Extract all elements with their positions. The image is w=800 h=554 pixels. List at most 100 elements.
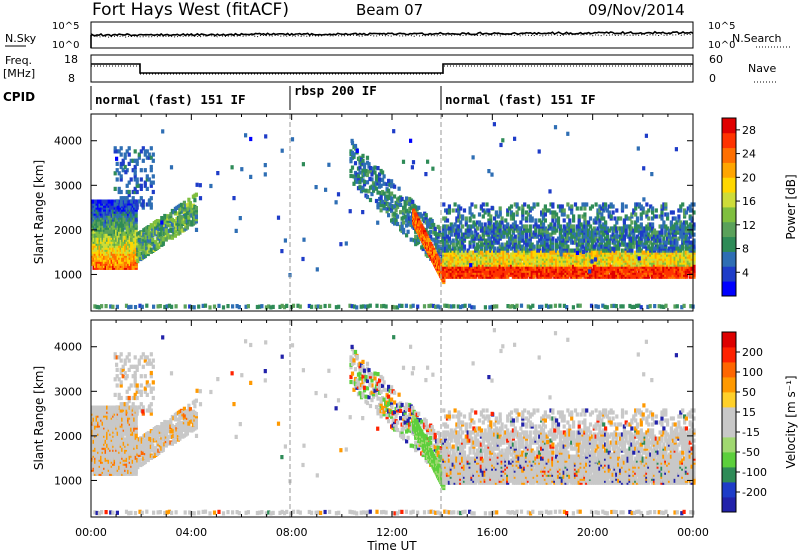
- power-cell: [547, 252, 551, 257]
- power-cell: [216, 171, 220, 176]
- power-cell: [671, 232, 675, 237]
- power-cell: [556, 224, 561, 229]
- power-cell: [637, 228, 641, 233]
- power-cell: [666, 226, 670, 231]
- power-cell: [524, 216, 529, 221]
- power-cell: [594, 250, 598, 255]
- power-cell: [447, 274, 451, 279]
- power-cell: [474, 222, 478, 227]
- power-cell: [692, 232, 696, 237]
- power-cell: [566, 236, 570, 241]
- power-cell: [97, 305, 101, 310]
- power-cell: [624, 242, 628, 247]
- power-cell: [573, 248, 578, 253]
- power-cell: [453, 270, 457, 275]
- power-cell: [494, 254, 498, 259]
- power-cell: [651, 206, 655, 211]
- power-cell: [470, 256, 474, 261]
- power-cell: [149, 146, 153, 151]
- power-cell: [680, 305, 684, 310]
- power-cell: [350, 165, 355, 170]
- power-cell: [481, 264, 485, 269]
- power-cell: [494, 220, 498, 225]
- power-cell: [666, 216, 670, 221]
- power-cell: [115, 161, 119, 166]
- power-cell: [464, 228, 468, 233]
- power-cell: [583, 238, 587, 243]
- power-cell: [481, 208, 485, 213]
- power-cell: [374, 198, 379, 204]
- power-cell: [551, 218, 555, 223]
- power-cell: [509, 204, 514, 209]
- power-cell: [405, 196, 409, 201]
- power-cell: [551, 214, 555, 219]
- power-cell: [457, 232, 461, 237]
- power-cell: [688, 228, 692, 233]
- power-cell: [280, 303, 284, 308]
- power-cell: [433, 229, 437, 234]
- power-cell: [581, 258, 585, 263]
- power-cell: [164, 235, 168, 240]
- power-cell: [399, 202, 403, 207]
- power-cell: [532, 250, 536, 255]
- power-cell: [644, 133, 648, 138]
- power-cell: [358, 180, 362, 185]
- power-cell: [315, 267, 319, 272]
- power-cell: [382, 203, 386, 208]
- power-cell: [581, 202, 585, 207]
- power-cell: [238, 216, 242, 221]
- power-cell: [155, 219, 159, 224]
- power-cell: [540, 220, 544, 225]
- power-cell: [457, 224, 461, 229]
- power-cell: [455, 208, 459, 213]
- power-cell: [617, 250, 621, 255]
- power-cell: [617, 234, 621, 239]
- power-cell: [455, 228, 459, 233]
- power-cell: [352, 152, 356, 157]
- power-cell: [558, 303, 562, 308]
- power-cell: [161, 239, 165, 244]
- power-cell: [556, 216, 561, 221]
- power-cell: [562, 228, 566, 233]
- power-cell: [592, 226, 596, 231]
- power-cell: [141, 158, 145, 163]
- power-cell: [679, 254, 683, 259]
- power-cell: [508, 206, 512, 211]
- power-cell: [449, 248, 453, 253]
- power-cell: [447, 208, 451, 213]
- power-cell: [350, 138, 354, 143]
- power-cell: [677, 214, 681, 219]
- power-cell: [459, 220, 463, 225]
- power-cell: [355, 148, 359, 154]
- power-cell: [349, 168, 353, 174]
- power-cell: [594, 202, 598, 207]
- power-cell: [468, 244, 472, 249]
- power-cell: [115, 199, 119, 204]
- power-cell: [662, 236, 666, 241]
- power-cell: [493, 272, 497, 277]
- power-cell: [521, 230, 525, 235]
- power-cell: [549, 244, 553, 249]
- power-cell: [549, 274, 553, 279]
- power-cell: [581, 234, 585, 239]
- power-cell: [692, 210, 696, 215]
- power-cell: [147, 152, 151, 157]
- power-cell: [436, 232, 440, 237]
- power-cell: [394, 208, 398, 213]
- power-cell: [568, 222, 572, 227]
- power-cell: [530, 242, 534, 247]
- power-cell: [553, 222, 557, 227]
- power-cell: [324, 187, 328, 192]
- power-cell: [579, 222, 583, 227]
- power-cell: [642, 197, 646, 202]
- power-cell: [619, 230, 623, 235]
- power-cell: [461, 250, 465, 255]
- power-cell: [139, 186, 143, 191]
- power-cell: [139, 177, 143, 182]
- power-cell: [447, 252, 451, 257]
- nsearch-tick-top: 10^5: [708, 21, 735, 32]
- power-cell: [541, 246, 546, 251]
- power-cell: [634, 220, 638, 225]
- power-cell: [568, 248, 572, 253]
- power-cell: [609, 226, 613, 231]
